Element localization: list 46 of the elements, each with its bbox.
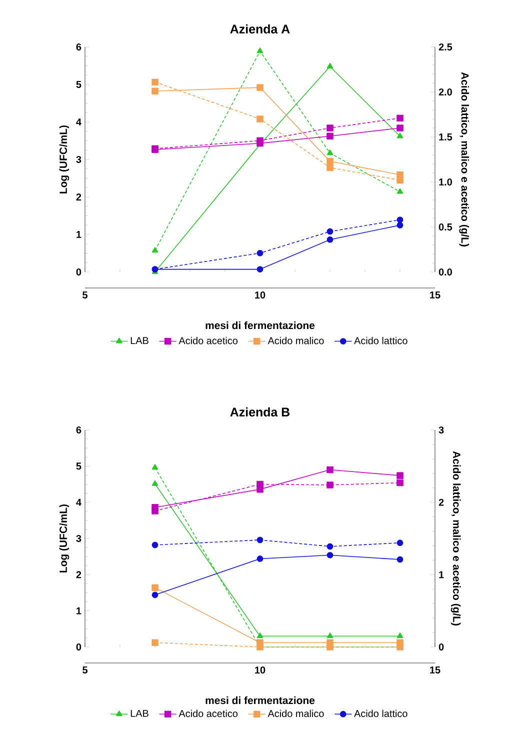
y2-tick-label: 3: [438, 426, 444, 434]
y-tick-label: 5: [76, 81, 82, 88]
y-tick-label: 4: [76, 118, 82, 126]
y2-tick-label: 2.5: [438, 43, 452, 51]
y-tick-label: 0: [76, 268, 82, 276]
y-axis-title: Log (UFC/mL): [59, 504, 70, 572]
y2-axis-title: Acido lattico, malico e acetico (g/L): [459, 72, 470, 246]
y2-tick-label: 0: [438, 643, 444, 651]
y2-tick-label: 1.0: [439, 178, 452, 186]
legend-label: Acido lattico: [354, 710, 408, 718]
y2-tick-label: 1.5: [439, 134, 452, 140]
legend-label: Acido malico: [268, 336, 324, 344]
y2-tick-label: 2.0: [438, 88, 452, 96]
y2-axis-title: Acido lattico, malico e acetico (g/L): [450, 451, 461, 626]
y-tick-label: 0: [76, 643, 82, 651]
y-axis-title: Log (UFC/mL): [59, 125, 70, 194]
x-axis-title: mesi di fermentazione: [206, 321, 315, 330]
x-tick-label: 10: [255, 666, 266, 674]
y-tick-label: 6: [76, 43, 82, 51]
y-tick-label: 5: [76, 462, 82, 470]
y2-tick-label: 2: [438, 498, 444, 506]
y2-tick-label: 1: [439, 571, 444, 578]
x-tick-label: 10: [255, 292, 266, 299]
x-axis-title: mesi di fermentazione: [206, 696, 315, 704]
y-tick-label: 1: [76, 607, 82, 614]
y-tick-label: 1: [76, 231, 82, 238]
legend-label: Acido acetico: [178, 336, 238, 344]
legend-label: LAB: [130, 710, 148, 717]
chart-title: Azienda A: [230, 24, 290, 34]
y-tick-label: 3: [76, 534, 82, 542]
y-tick-label: 2: [76, 194, 82, 200]
y-tick-label: 4: [76, 498, 82, 506]
legend-label: Acido lattico: [354, 336, 408, 344]
y2-tick-label: 0.5: [438, 223, 452, 231]
y-tick-label: 6: [76, 426, 82, 434]
legend-label: Acido acetico: [178, 710, 238, 718]
y2-tick-label: 0.0: [438, 268, 452, 276]
chart-title: Azienda B: [230, 407, 290, 416]
x-tick-label: 5: [82, 292, 88, 298]
legend-label: LAB: [130, 337, 148, 344]
x-tick-label: 15: [430, 292, 440, 298]
y-tick-label: 3: [76, 156, 82, 164]
y-tick-label: 2: [76, 571, 82, 578]
x-tick-label: 5: [82, 666, 88, 674]
x-tick-label: 15: [430, 666, 440, 674]
legend-label: Acido malico: [268, 710, 324, 718]
